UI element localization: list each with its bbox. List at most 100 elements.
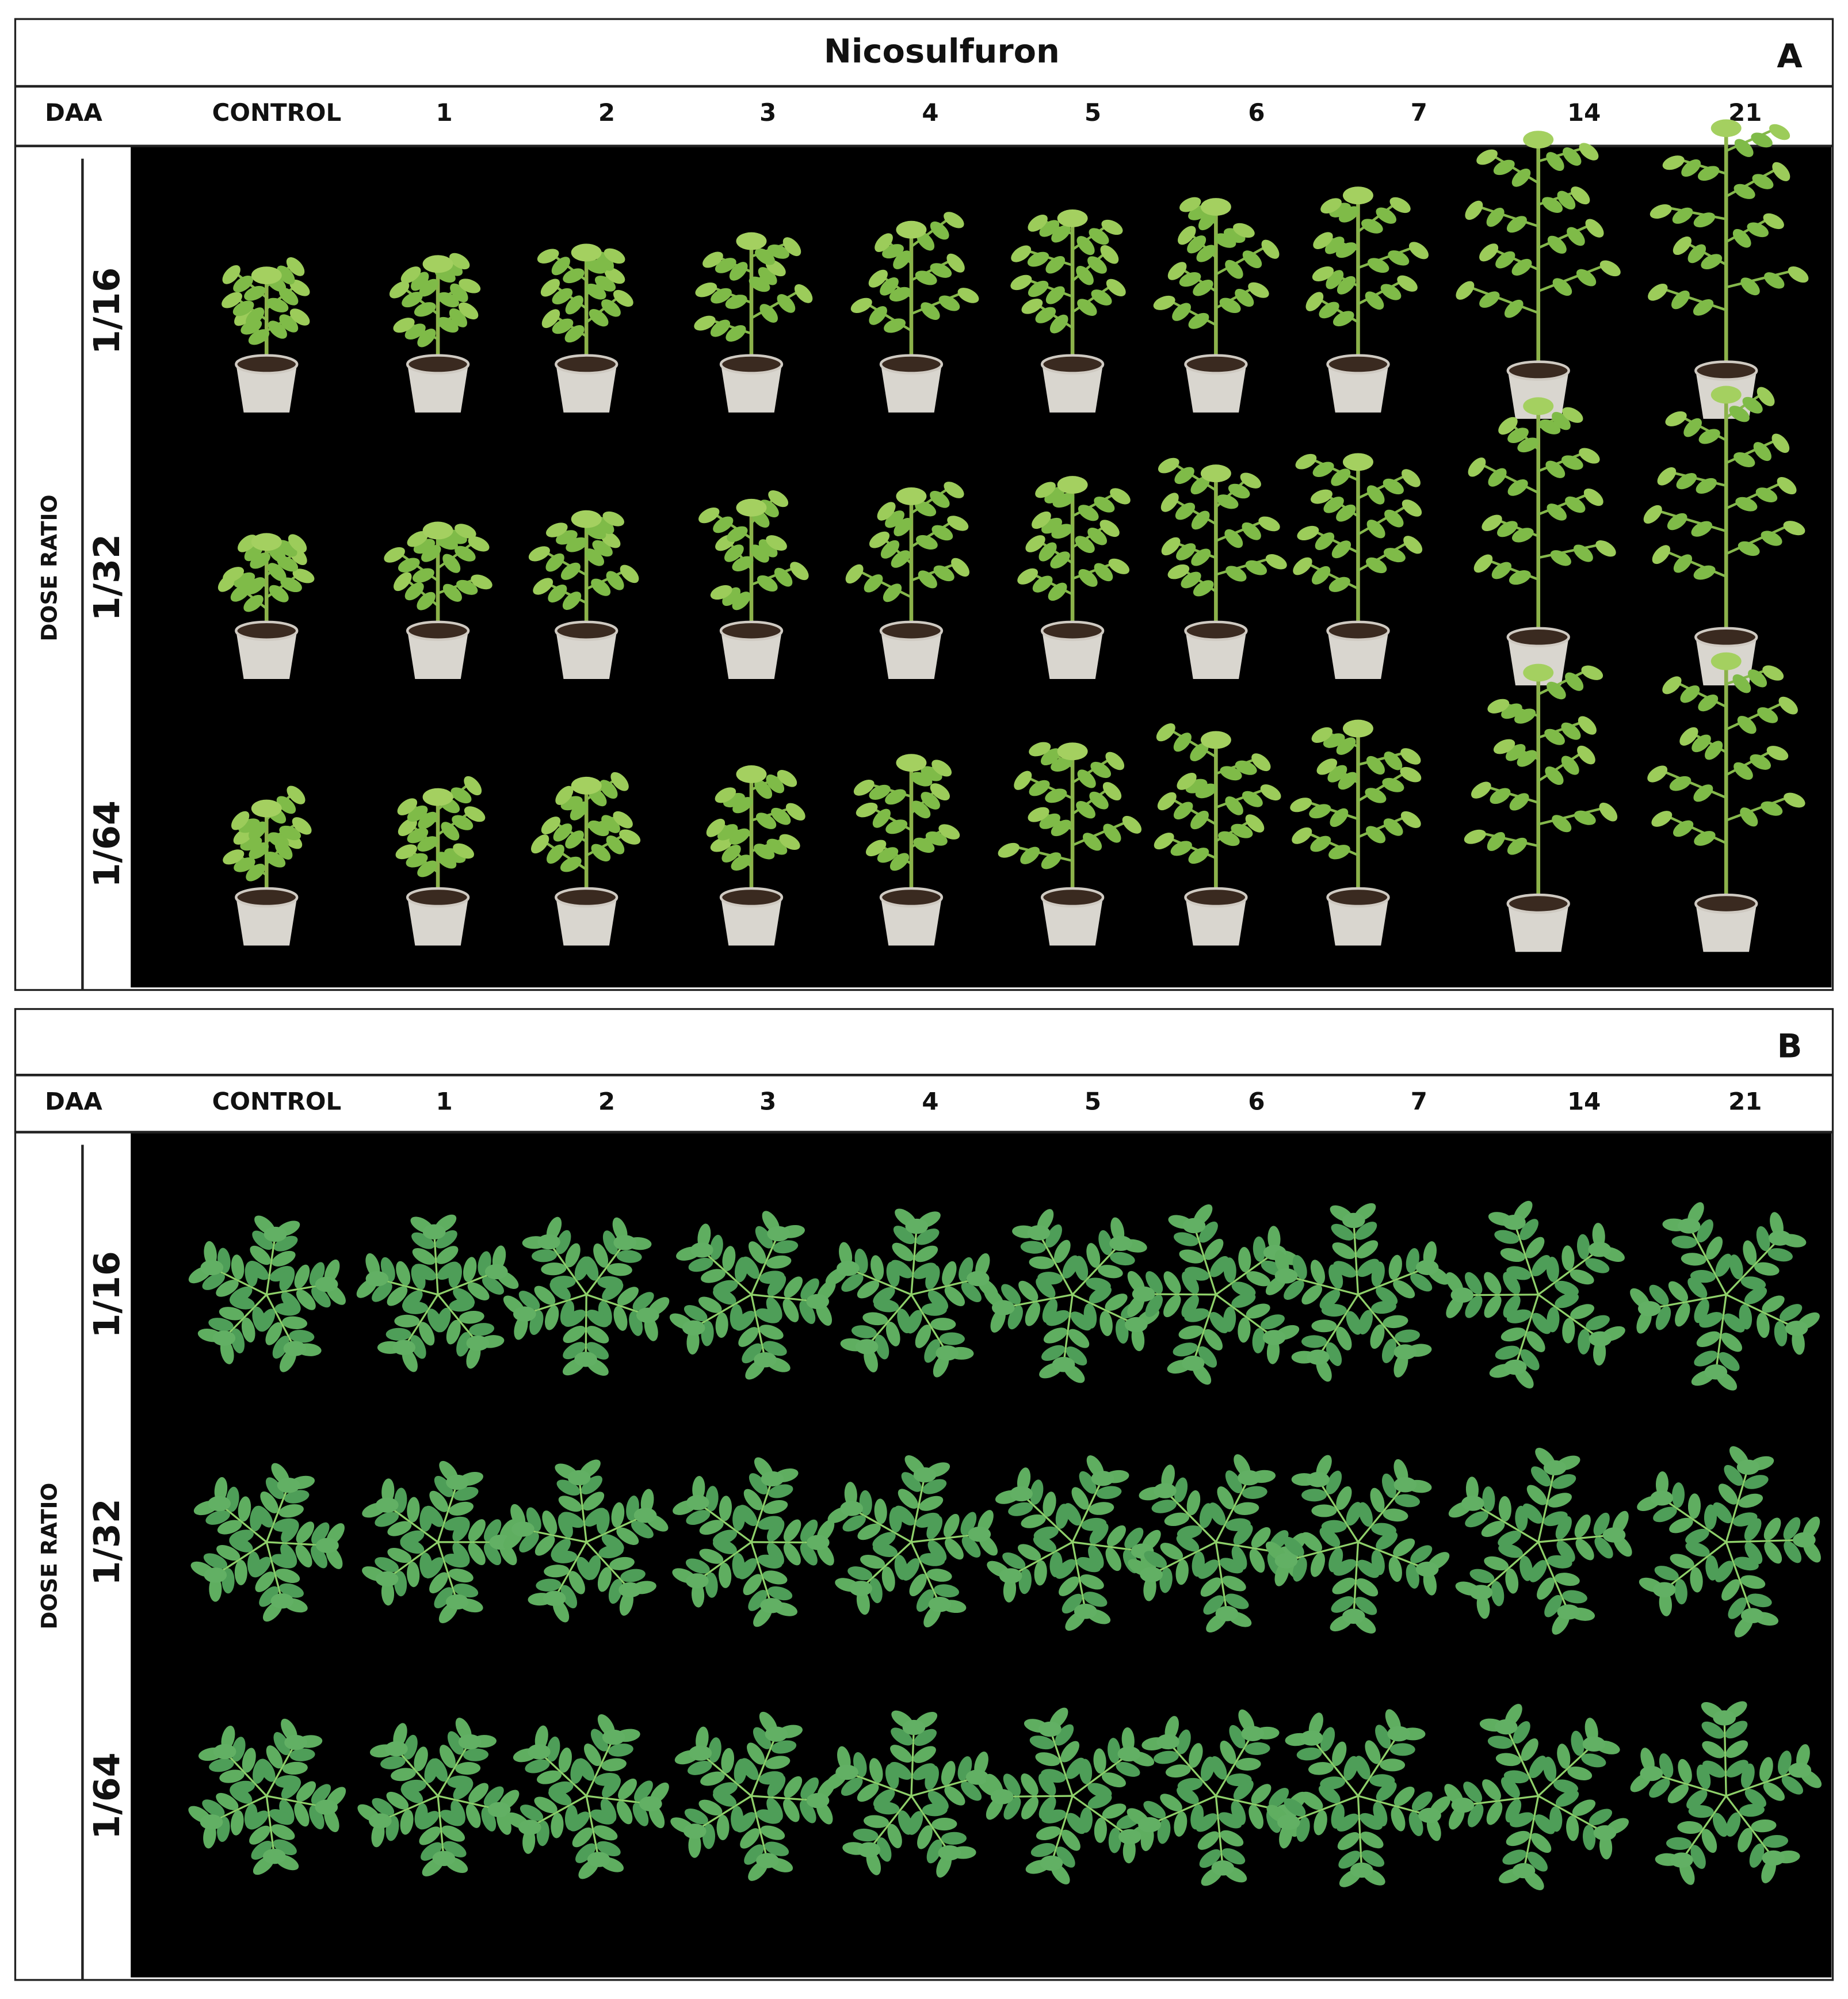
leaflet (385, 1741, 408, 1757)
leaf (877, 502, 896, 521)
branch (750, 1795, 769, 1861)
leaflet (1505, 1799, 1522, 1823)
branch (1537, 749, 1587, 783)
leaf (1737, 716, 1757, 734)
leaflet (1234, 1502, 1259, 1515)
leaf (1328, 845, 1350, 860)
leaflet (1307, 1471, 1330, 1487)
leaf (1233, 223, 1255, 238)
leaf (722, 587, 741, 606)
leaflet (1225, 1593, 1249, 1609)
leaflet (542, 1510, 558, 1535)
leaflet (1003, 1577, 1017, 1603)
leaflet (465, 1803, 481, 1828)
leaf (422, 788, 453, 806)
leaflet (1038, 1773, 1056, 1796)
leaflet (898, 1489, 918, 1509)
leaf (1511, 168, 1531, 187)
leaflet (1778, 1750, 1792, 1776)
soil (555, 354, 618, 375)
leaflet (1743, 1475, 1769, 1489)
leaflet (740, 1828, 760, 1849)
leaf (604, 268, 625, 284)
leaf (268, 563, 287, 582)
leaflet (569, 1811, 590, 1832)
leaflet (281, 1520, 299, 1543)
leaflet (1284, 1798, 1306, 1817)
leaflet (1763, 1517, 1781, 1540)
leaf (1316, 758, 1338, 775)
branch (1193, 1225, 1217, 1295)
leaflet (1211, 1756, 1227, 1780)
leaf (449, 253, 470, 270)
leaflet (441, 1825, 465, 1842)
leaflet (925, 1265, 940, 1290)
branch (437, 1741, 471, 1796)
leaflet (926, 1839, 942, 1864)
leaf (223, 849, 245, 865)
leaf (1057, 742, 1088, 761)
pot (236, 897, 297, 946)
leaflet (1724, 1464, 1743, 1486)
leaflet (468, 1542, 486, 1565)
leaf (736, 498, 767, 517)
leaflet (209, 1576, 222, 1602)
leaf (1011, 245, 1032, 262)
leaflet (1326, 1342, 1342, 1366)
branch (700, 1752, 753, 1797)
leaflet (1043, 1491, 1056, 1517)
leaf (251, 799, 282, 818)
leaflet (686, 1329, 700, 1355)
leaf (407, 827, 429, 844)
leaf (1167, 564, 1190, 579)
leaflet (730, 1304, 743, 1330)
pot (556, 631, 617, 680)
leaf (620, 564, 639, 583)
leaflet (544, 1565, 570, 1578)
soil (1326, 620, 1390, 641)
leaflet (688, 1832, 701, 1858)
branch (696, 1541, 752, 1582)
leaflet (1529, 1560, 1547, 1582)
branch (750, 287, 804, 319)
leaflet (1764, 1541, 1782, 1564)
row-label: 1/64 (86, 1752, 128, 1839)
leaf (944, 482, 964, 498)
branch (750, 1734, 777, 1796)
row-label: 1/64 (86, 800, 128, 887)
leaf (754, 248, 775, 265)
leaflet (705, 1486, 719, 1512)
leaflet (258, 1308, 276, 1332)
leaf (1643, 505, 1662, 524)
leaf (230, 584, 250, 602)
leaflet (708, 1737, 721, 1763)
leaf (1191, 548, 1211, 566)
leaflet (890, 1745, 912, 1763)
leaf (1732, 674, 1751, 693)
leaflet (738, 1505, 758, 1527)
leaflet (1343, 1756, 1358, 1781)
branch (1357, 502, 1413, 536)
branch (1164, 1490, 1217, 1543)
leaflet (1089, 1286, 1112, 1304)
leaflet (618, 1778, 637, 1800)
leaf (288, 534, 307, 553)
leaflet (1036, 1826, 1061, 1841)
leaf (1380, 284, 1402, 300)
leaf (1320, 198, 1342, 214)
leaflet (1221, 1848, 1246, 1865)
leaflet (434, 1475, 453, 1497)
leaf (570, 801, 589, 821)
leaf (1258, 516, 1280, 532)
leaf (1245, 560, 1267, 575)
leaf (1200, 198, 1231, 216)
leaflet (1179, 1249, 1204, 1264)
leaflet (483, 1786, 504, 1807)
leaf (1698, 695, 1719, 712)
leaflet (375, 1557, 399, 1573)
leaflet (1571, 1730, 1584, 1756)
leaf (1506, 216, 1527, 233)
leaflet (616, 1800, 633, 1825)
leaf (1311, 489, 1332, 504)
